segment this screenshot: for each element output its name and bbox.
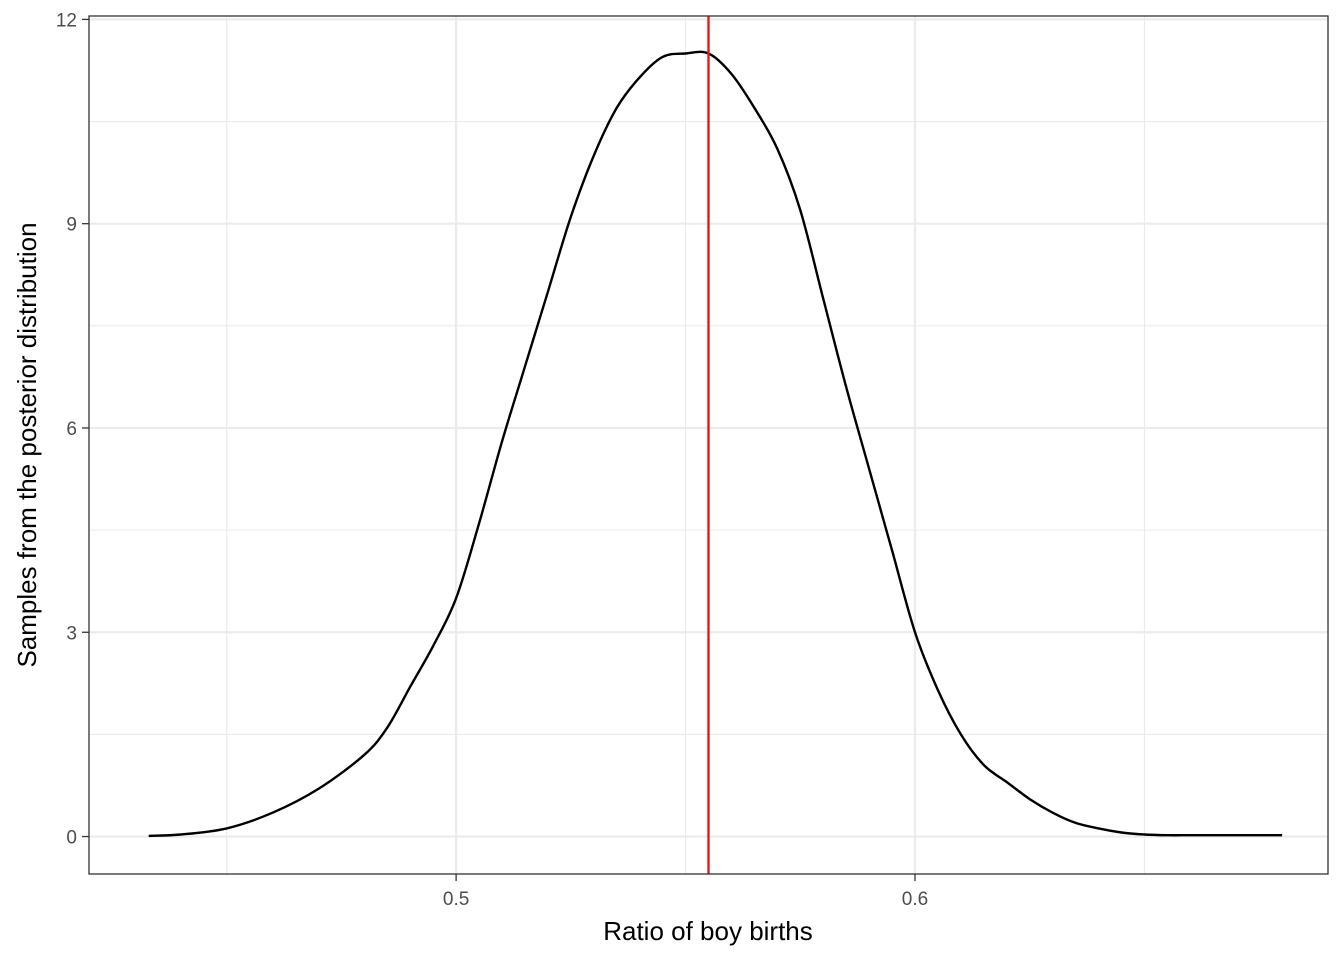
- y-tick-label: 9: [66, 215, 77, 236]
- x-axis-title: Ratio of boy births: [603, 916, 813, 946]
- series-layer: [148, 50, 1283, 838]
- density-curve: [148, 50, 1283, 838]
- y-tick-label: 0: [66, 828, 77, 849]
- y-tick-label: 12: [56, 10, 77, 31]
- y-axis-title: Samples from the posterior distribution: [12, 222, 42, 667]
- panel-border: [88, 15, 1329, 875]
- y-tick-label: 6: [66, 419, 77, 440]
- x-tick-label: 0.6: [902, 889, 928, 910]
- x-tick-label: 0.5: [443, 889, 469, 910]
- y-tick-label: 3: [66, 623, 77, 644]
- x-axis: 0.5 0.6: [443, 874, 928, 910]
- y-axis: 0 3 6 9 12: [56, 10, 89, 849]
